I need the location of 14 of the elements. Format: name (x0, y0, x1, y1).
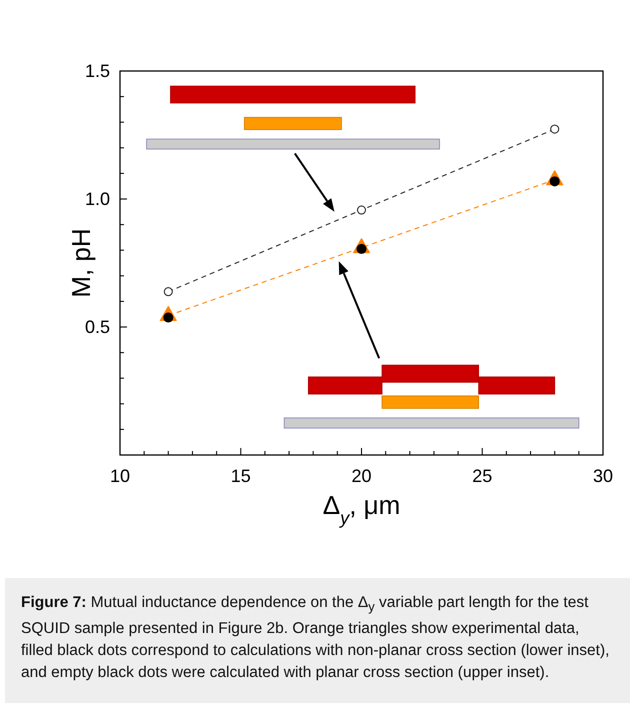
point (164, 287, 173, 296)
x-axis-title: Δ$_{y}$, μm (322, 490, 400, 528)
y-tick-label: 0.5 (84, 317, 110, 337)
x-tick-label: 20 (351, 466, 372, 486)
x-tick-label: 15 (230, 466, 251, 486)
x-tick-label: 10 (110, 466, 130, 486)
y-axis-title: M, pH (66, 228, 96, 298)
x-tick-label: 30 (592, 466, 614, 486)
x-tick-label: 25 (472, 466, 492, 486)
y-tick-label: 1.0 (84, 189, 110, 209)
point (550, 124, 560, 134)
y-tick-label: 1.5 (84, 61, 110, 81)
caption: Figure 7: Mutual inductance dependence on the Δ$_{y}$ variable part length for the test SQUID sample presented in Figure 2b. Orange triangles show experimental data, filled black dots correspond to calculations with non-planar cross section (lower inset), and empty black dots were calculated with planar cross section (upper inset). (5, 578, 630, 703)
point (357, 206, 366, 215)
